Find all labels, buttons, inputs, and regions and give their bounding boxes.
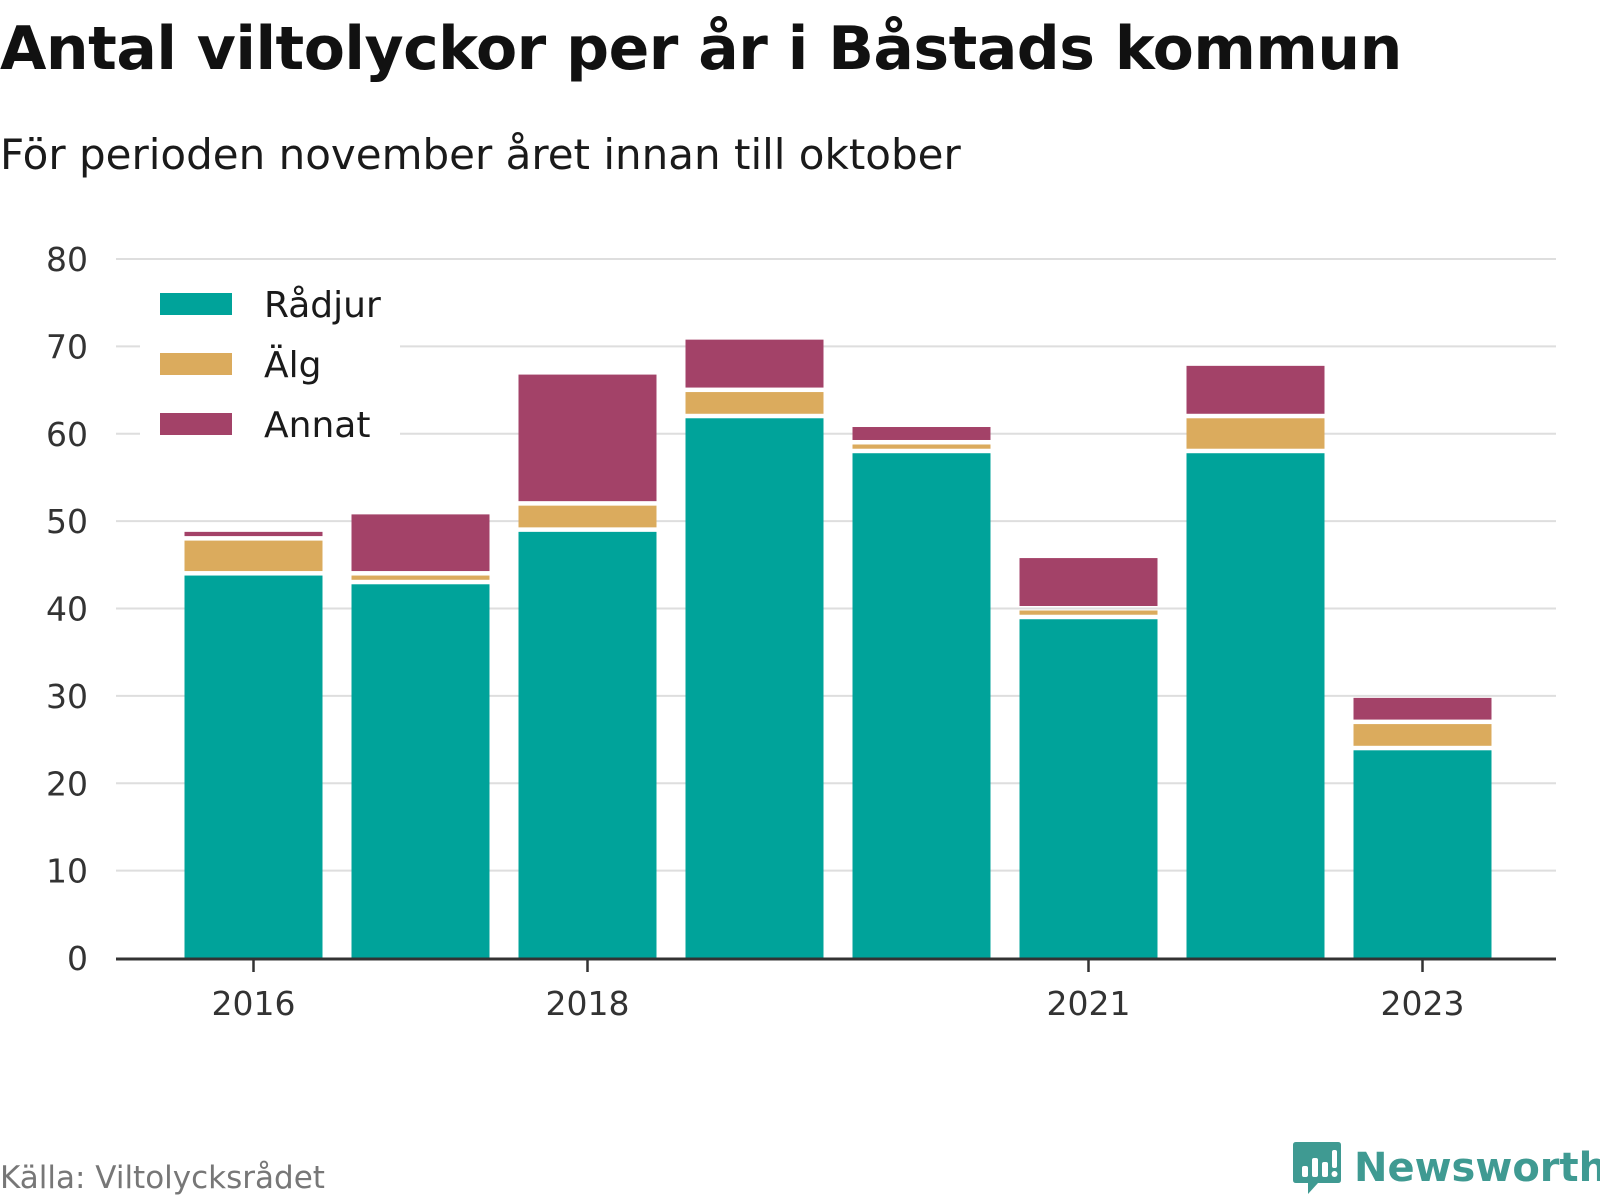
bars xyxy=(184,339,1492,958)
y-tick-label: 40 xyxy=(46,590,88,629)
legend-swatch-annat xyxy=(160,413,232,435)
brand-name: Newsworthy xyxy=(1354,1145,1600,1191)
x-tick-label: 2016 xyxy=(212,984,296,1023)
chart-subtitle: För perioden november året innan till ok… xyxy=(0,130,961,179)
bar-älg-2018 xyxy=(518,505,657,528)
y-tick-label: 80 xyxy=(46,240,88,279)
legend-label: Annat xyxy=(264,405,370,446)
legend: Rådjur Älg Annat xyxy=(140,276,400,456)
bar-annat-2017 xyxy=(351,514,490,572)
legend-label: Älg xyxy=(264,344,321,386)
bar-rådjur-2020 xyxy=(852,453,991,958)
brand: Newsworthy xyxy=(1292,1140,1600,1196)
bar-rådjur-2019 xyxy=(685,418,824,958)
bar-rådjur-2021 xyxy=(1019,619,1158,958)
bar-annat-2019 xyxy=(685,339,824,388)
bar-älg-2023 xyxy=(1353,724,1492,746)
bar-annat-2016 xyxy=(184,531,323,537)
newsworthy-logo-icon xyxy=(1293,1142,1341,1194)
y-tick-label: 30 xyxy=(46,677,88,716)
bar-annat-2018 xyxy=(518,374,657,502)
source-note: Källa: Viltolycksrådet xyxy=(0,1160,325,1196)
bar-annat-2022 xyxy=(1186,365,1325,414)
bar-annat-2021 xyxy=(1019,558,1158,606)
bar-rådjur-2017 xyxy=(351,584,490,958)
y-tick-label: 20 xyxy=(46,764,88,803)
bar-älg-2022 xyxy=(1186,418,1325,449)
y-tick-label: 50 xyxy=(46,502,88,541)
bar-rådjur-2018 xyxy=(518,531,657,958)
legend-swatch-älg xyxy=(160,353,232,375)
axes: 0 10 20 30 40 50 60 70 80 2016 2018 2021 2023 xyxy=(46,240,1556,1023)
x-tick-label: 2021 xyxy=(1047,984,1131,1023)
bar-älg-2016 xyxy=(184,540,323,572)
bar-rådjur-2016 xyxy=(184,575,323,958)
x-tick-label: 2023 xyxy=(1381,984,1465,1023)
bar-älg-2020 xyxy=(852,444,991,449)
chart-title: Antal viltolyckor per år i Båstads kommu… xyxy=(0,14,1402,84)
legend-label: Rådjur xyxy=(264,285,381,326)
bar-annat-2020 xyxy=(852,427,991,440)
bar-älg-2021 xyxy=(1019,610,1158,615)
bar-rådjur-2023 xyxy=(1353,750,1492,958)
y-tick-label: 60 xyxy=(46,415,88,454)
legend-swatch-rådjur xyxy=(160,293,232,315)
bar-rådjur-2022 xyxy=(1186,453,1325,958)
y-tick-label: 10 xyxy=(46,852,88,891)
y-tick-label: 70 xyxy=(46,327,88,366)
stacked-bar-chart: 0 10 20 30 40 50 60 70 80 2016 2018 2021 2023 Rådjur… xyxy=(46,240,1556,1023)
x-tick-label: 2018 xyxy=(546,984,630,1023)
bar-annat-2023 xyxy=(1353,697,1492,720)
bar-älg-2019 xyxy=(685,392,824,414)
bar-älg-2017 xyxy=(351,575,490,580)
y-tick-label: 0 xyxy=(67,939,88,978)
